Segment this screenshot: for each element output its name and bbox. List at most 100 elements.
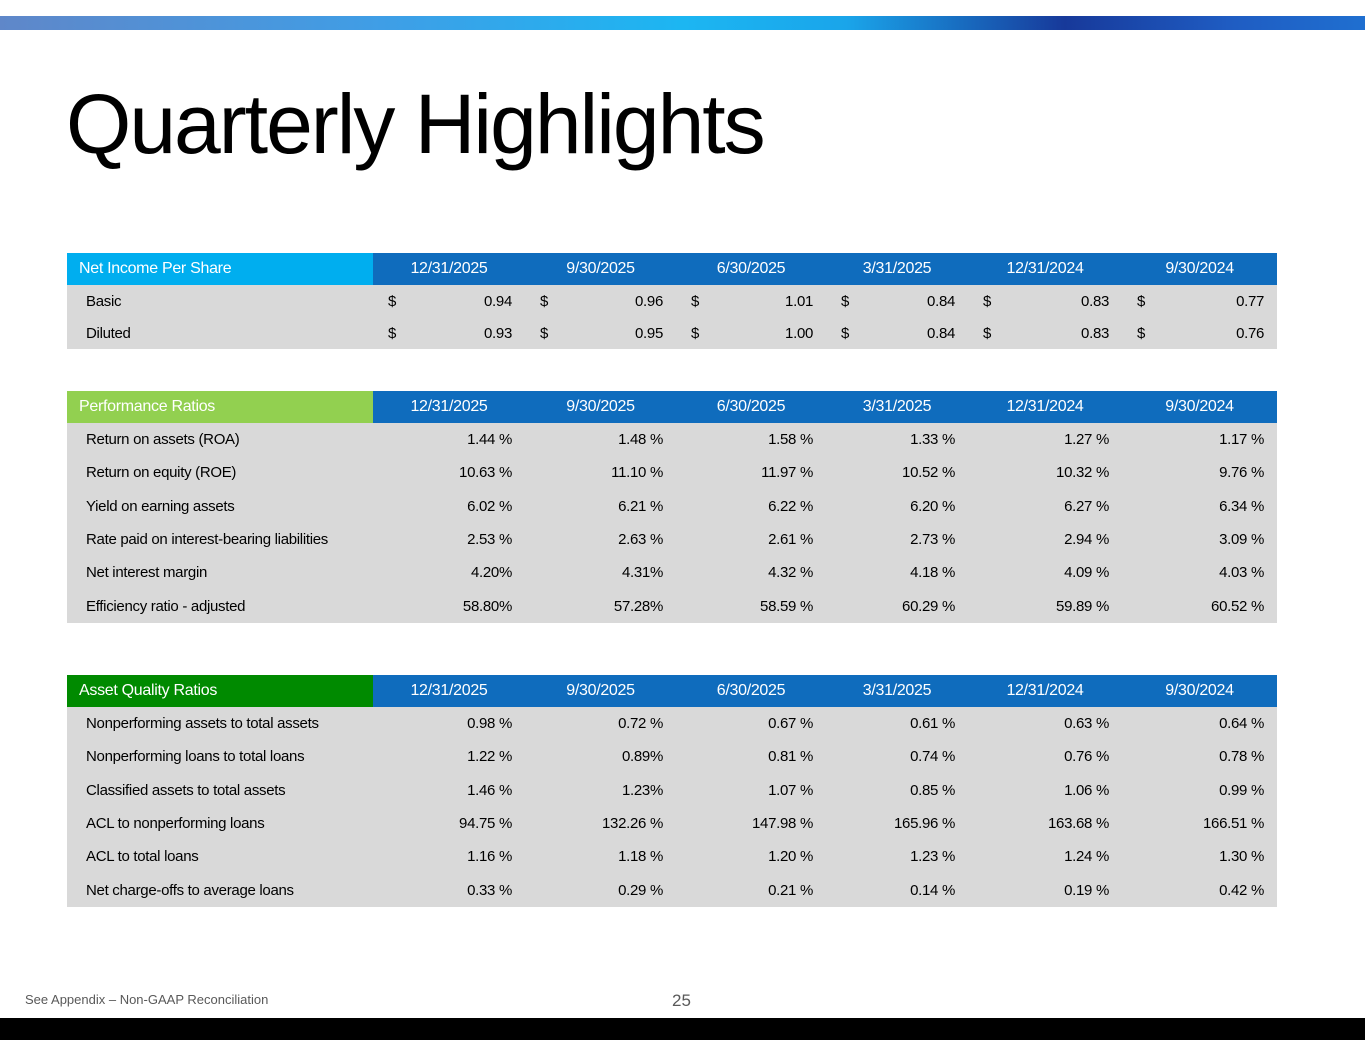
table-row: Classified assets to total assets 1.46 %… [67, 773, 1277, 807]
value-cell: 11.10 % [525, 456, 676, 490]
value-cell: 0.21 % [676, 873, 826, 907]
row-label: Efficiency ratio - adjusted [67, 589, 373, 623]
value-cell: 1.48 % [525, 423, 676, 457]
row-label: Yield on earning assets [67, 489, 373, 523]
currency-symbol: $ [1122, 285, 1165, 317]
value-cell: 1.44 % [373, 423, 525, 457]
date-header: 12/31/2024 [968, 253, 1123, 285]
currency-symbol: $ [373, 317, 415, 349]
value-cell: 0.94 [415, 285, 525, 317]
table-row: Net charge-offs to average loans 0.33 % … [67, 873, 1277, 907]
date-header: 9/30/2025 [525, 391, 676, 423]
value-cell: 0.83 [1010, 317, 1123, 349]
value-cell: 0.99 % [1122, 773, 1277, 807]
top-accent-bar [0, 16, 1365, 30]
value-cell: 1.33 % [826, 423, 968, 457]
value-cell: 60.29 % [826, 589, 968, 623]
row-label: Nonperforming assets to total assets [67, 707, 373, 741]
value-cell: 1.58 % [676, 423, 826, 457]
section-header: Performance Ratios [67, 391, 373, 423]
page-number: 25 [672, 991, 691, 1010]
date-header: 12/31/2025 [373, 391, 525, 423]
value-cell: 0.84 [868, 317, 969, 349]
value-cell: 0.76 [1164, 317, 1278, 349]
value-cell: 6.21 % [525, 489, 676, 523]
value-cell: 0.77 [1164, 285, 1278, 317]
currency-symbol: $ [373, 285, 415, 317]
value-cell: 0.84 [868, 285, 969, 317]
value-cell: 0.93 [415, 317, 525, 349]
value-cell: 132.26 % [525, 806, 676, 841]
value-cell: 0.33 % [373, 873, 525, 907]
value-cell: 0.42 % [1122, 873, 1277, 907]
value-cell: 0.63 % [968, 707, 1122, 741]
value-cell: 0.19 % [968, 873, 1122, 907]
performance-ratios-table: Performance Ratios 12/31/2025 9/30/2025 … [67, 391, 1277, 623]
row-label: Net charge-offs to average loans [67, 873, 373, 907]
value-cell: 4.18 % [826, 556, 968, 590]
value-cell: 3.09 % [1122, 522, 1277, 557]
value-cell: 1.27 % [968, 423, 1122, 457]
table-row: Basic $ 0.94 $ 0.96 $ 1.01 $ 0.84 $ 0.83… [67, 285, 1278, 317]
date-header: 3/31/2025 [826, 253, 969, 285]
date-header: 12/31/2024 [968, 391, 1122, 423]
value-cell: 4.31% [525, 556, 676, 590]
value-cell: 11.97 % [676, 456, 826, 490]
value-cell: 2.61 % [676, 522, 826, 557]
row-label: Basic [67, 285, 373, 317]
currency-symbol: $ [826, 285, 869, 317]
footnote: See Appendix – Non-GAAP Reconciliation [25, 992, 269, 1007]
table-row: Rate paid on interest-bearing liabilitie… [67, 522, 1277, 557]
currency-symbol: $ [1122, 317, 1165, 349]
value-cell: 6.22 % [676, 489, 826, 523]
value-cell: 1.16 % [373, 840, 525, 874]
value-cell: 1.18 % [525, 840, 676, 874]
row-label: Diluted [67, 317, 373, 349]
currency-symbol: $ [968, 285, 1011, 317]
value-cell: 1.23 % [826, 840, 968, 874]
date-header: 3/31/2025 [826, 675, 968, 707]
value-cell: 0.83 [1010, 285, 1123, 317]
table-row: ACL to total loans 1.16 % 1.18 % 1.20 % … [67, 840, 1277, 874]
value-cell: 2.63 % [525, 522, 676, 557]
date-header: 9/30/2024 [1122, 675, 1277, 707]
value-cell: 1.06 % [968, 773, 1122, 807]
date-header: 12/31/2025 [373, 253, 525, 285]
value-cell: 0.89% [525, 740, 676, 774]
row-label: Rate paid on interest-bearing liabilitie… [67, 522, 373, 557]
table-row: Net interest margin 4.20% 4.31% 4.32 % 4… [67, 556, 1277, 590]
value-cell: 9.76 % [1122, 456, 1277, 490]
value-cell: 0.85 % [826, 773, 968, 807]
currency-symbol: $ [525, 317, 567, 349]
value-cell: 0.67 % [676, 707, 826, 741]
date-header: 9/30/2024 [1122, 253, 1278, 285]
date-header: 6/30/2025 [676, 391, 826, 423]
value-cell: 163.68 % [968, 806, 1122, 841]
table-row: Efficiency ratio - adjusted 58.80% 57.28… [67, 589, 1277, 623]
value-cell: 1.17 % [1122, 423, 1277, 457]
value-cell: 10.63 % [373, 456, 525, 490]
table-row: Return on assets (ROA) 1.44 % 1.48 % 1.5… [67, 423, 1277, 457]
value-cell: 4.20% [373, 556, 525, 590]
value-cell: 2.53 % [373, 522, 525, 557]
value-cell: 0.98 % [373, 707, 525, 741]
value-cell: 165.96 % [826, 806, 968, 841]
value-cell: 6.27 % [968, 489, 1122, 523]
date-header: 9/30/2024 [1122, 391, 1277, 423]
value-cell: 58.59 % [676, 589, 826, 623]
value-cell: 6.02 % [373, 489, 525, 523]
row-label: Classified assets to total assets [67, 773, 373, 807]
table-row: Yield on earning assets 6.02 % 6.21 % 6.… [67, 489, 1277, 523]
row-label: Nonperforming loans to total loans [67, 740, 373, 774]
value-cell: 1.24 % [968, 840, 1122, 874]
row-label: Return on assets (ROA) [67, 423, 373, 457]
currency-symbol: $ [676, 285, 719, 317]
value-cell: 10.52 % [826, 456, 968, 490]
value-cell: 0.61 % [826, 707, 968, 741]
table-row: Diluted $ 0.93 $ 0.95 $ 1.00 $ 0.84 $ 0.… [67, 317, 1278, 349]
value-cell: 0.95 [567, 317, 677, 349]
page-title: Quarterly Highlights [66, 77, 766, 171]
row-label: Net interest margin [67, 556, 373, 590]
value-cell: 6.20 % [826, 489, 968, 523]
section-header: Net Income Per Share [67, 253, 373, 285]
